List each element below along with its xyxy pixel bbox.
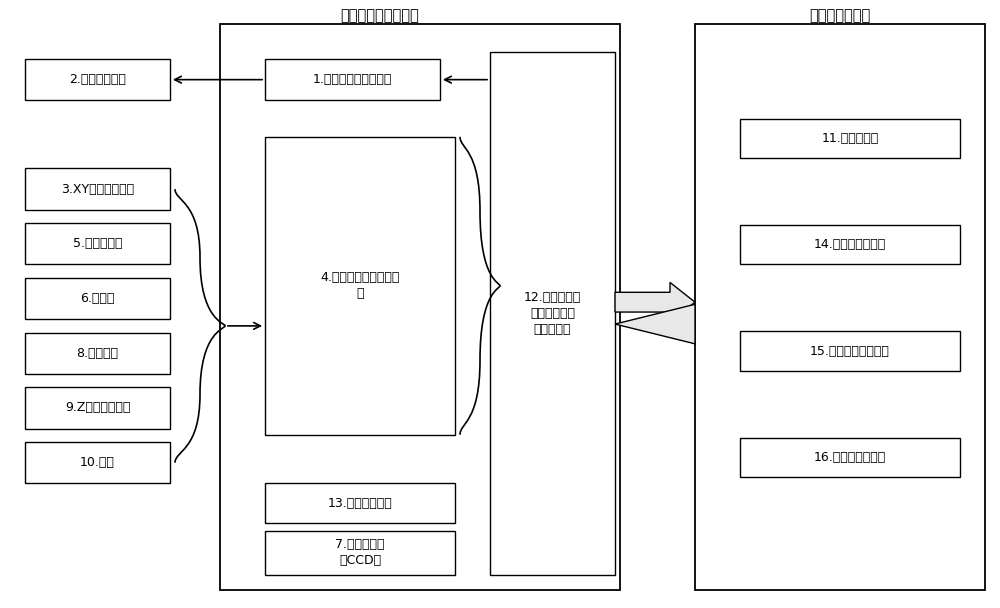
Bar (25, 442, 170, 483)
Bar (740, 119, 960, 158)
Text: 16.微压力控制系统: 16.微压力控制系统 (814, 451, 886, 464)
Bar (25, 387, 170, 429)
Text: 6.激光器: 6.激光器 (80, 292, 115, 305)
Bar (265, 137, 455, 435)
Bar (25, 59, 170, 100)
PathPatch shape (615, 304, 695, 344)
Bar (220, 24, 620, 590)
Bar (25, 333, 170, 374)
Bar (25, 168, 170, 210)
Text: 3.XY向纳米扫描器: 3.XY向纳米扫描器 (61, 182, 134, 196)
Bar (740, 438, 960, 477)
Text: 纳米操作机器人模块: 纳米操作机器人模块 (341, 8, 419, 22)
Text: 2.宏微运动平台: 2.宏微运动平台 (69, 73, 126, 86)
Text: 8.直角棱镜: 8.直角棱镜 (76, 347, 119, 360)
Bar (265, 59, 440, 100)
Bar (25, 278, 170, 319)
Text: 平面膜片钳模块: 平面膜片钳模块 (809, 8, 871, 22)
Bar (695, 24, 985, 590)
Text: 13.力反馈操作器: 13.力反馈操作器 (328, 497, 392, 510)
Text: 12.数据处理与
人机交换界面
（计算机）: 12.数据处理与 人机交换界面 （计算机） (524, 291, 581, 336)
Text: 11.数据采集卡: 11.数据采集卡 (821, 132, 879, 145)
Text: 15.膜片钳信号放大器: 15.膜片钳信号放大器 (810, 345, 890, 358)
Text: 14.平面膜片钳电极: 14.平面膜片钳电极 (814, 238, 886, 251)
Bar (740, 331, 960, 371)
Text: 1.宏微运动平台控制器: 1.宏微运动平台控制器 (313, 73, 392, 86)
PathPatch shape (615, 282, 695, 322)
Bar (25, 223, 170, 264)
Bar (490, 52, 615, 575)
Bar (265, 483, 455, 523)
Bar (740, 225, 960, 264)
Text: 4.纳米操作与观测控制
器: 4.纳米操作与观测控制 器 (320, 271, 400, 300)
Text: 5.光电传感器: 5.光电传感器 (73, 237, 122, 250)
Text: 10.探针: 10.探针 (80, 456, 115, 469)
Text: 9.Z向纳米扫描器: 9.Z向纳米扫描器 (65, 401, 130, 415)
Text: 7.光学显微镜
（CCD）: 7.光学显微镜 （CCD） (335, 538, 385, 567)
Bar (265, 531, 455, 575)
